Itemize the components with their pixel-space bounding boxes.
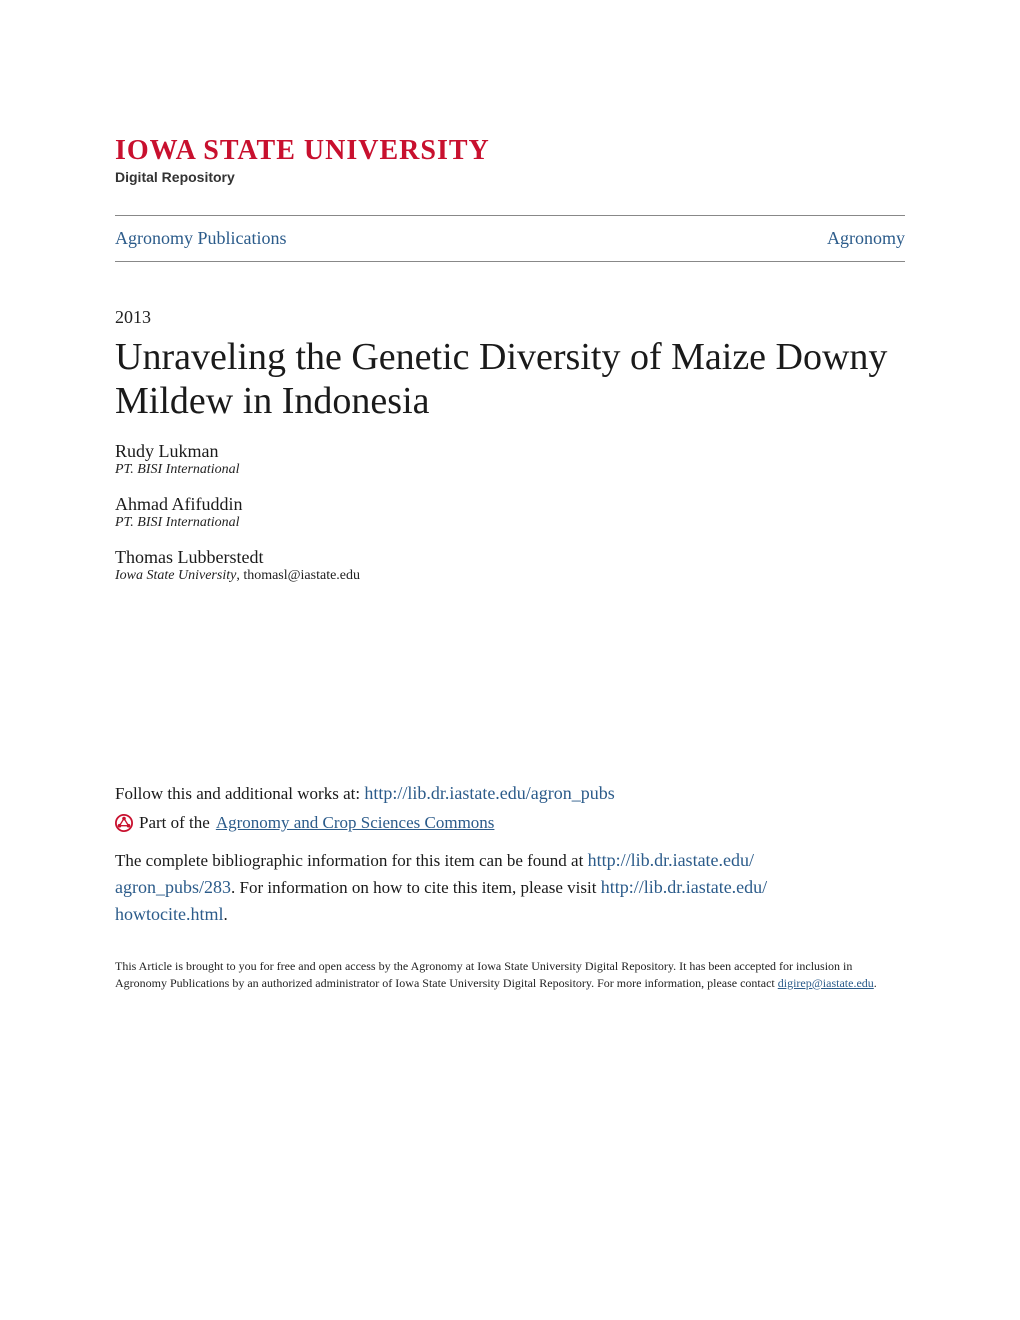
commons-prefix: Part of the [139, 813, 210, 833]
author-name: Ahmad Afifuddin [115, 494, 905, 515]
follow-works-link[interactable]: http://lib.dr.iastate.edu/agron_pubs [364, 783, 614, 803]
contact-email-link[interactable]: digirep@iastate.edu [778, 976, 874, 990]
commons-link[interactable]: Agronomy and Crop Sciences Commons [216, 813, 495, 833]
biblio-text: . For information on how to cite this it… [231, 878, 601, 897]
author-affiliation: Iowa State University, thomasl@iastate.e… [115, 568, 905, 584]
vertical-spacer [115, 600, 905, 780]
commons-row: Part of the Agronomy and Crop Sciences C… [115, 813, 905, 833]
biblio-item-link[interactable]: http://lib.dr.iastate.edu/ [588, 850, 754, 870]
affiliation-text: PT. BISI International [115, 462, 240, 477]
author-email: , thomasl@iastate.edu [236, 568, 360, 583]
author-block: Ahmad Afifuddin PT. BISI International [115, 494, 905, 531]
link-part: http://lib.dr.iastate.edu/ [588, 850, 754, 870]
affiliation-text: Iowa State University [115, 568, 236, 583]
howtocite-link[interactable]: http://lib.dr.iastate.edu/ [601, 877, 767, 897]
biblio-item-link-cont[interactable]: agron_pubs/283 [115, 877, 231, 897]
author-block: Rudy Lukman PT. BISI International [115, 441, 905, 478]
breadcrumb-department-link[interactable]: Agronomy [827, 228, 905, 249]
disclaimer-text: . [874, 976, 877, 990]
publication-year: 2013 [115, 307, 905, 328]
author-affiliation: PT. BISI International [115, 515, 905, 531]
breadcrumb: Agronomy Publications Agronomy [115, 226, 905, 251]
divider-bottom [115, 261, 905, 262]
repository-subheading: Digital Repository [115, 169, 905, 185]
disclaimer-text: This Article is brought to you for free … [115, 959, 852, 990]
commons-network-icon [115, 814, 133, 832]
link-part: http://lib.dr.iastate.edu/ [601, 877, 767, 897]
author-name: Thomas Lubberstedt [115, 547, 905, 568]
access-disclaimer: This Article is brought to you for free … [115, 958, 905, 992]
link-part: agron_pubs/283 [115, 877, 231, 897]
divider-top [115, 215, 905, 216]
affiliation-text: PT. BISI International [115, 515, 240, 530]
bibliographic-info: The complete bibliographic information f… [115, 847, 905, 928]
author-name: Rudy Lukman [115, 441, 905, 462]
follow-works-line: Follow this and additional works at: htt… [115, 780, 905, 807]
author-block: Thomas Lubberstedt Iowa State University… [115, 547, 905, 584]
breadcrumb-collection-link[interactable]: Agronomy Publications [115, 228, 287, 249]
biblio-text: . [223, 905, 227, 924]
follow-prefix: Follow this and additional works at: [115, 784, 364, 803]
howtocite-link-cont[interactable]: howtocite.html [115, 904, 223, 924]
biblio-text: The complete bibliographic information f… [115, 851, 588, 870]
link-part: howtocite.html [115, 904, 223, 924]
university-name: IOWA STATE UNIVERSITY [115, 135, 905, 167]
institution-logo-block: IOWA STATE UNIVERSITY Digital Repository [115, 135, 905, 185]
author-affiliation: PT. BISI International [115, 462, 905, 478]
article-title: Unraveling the Genetic Diversity of Maiz… [115, 336, 905, 423]
